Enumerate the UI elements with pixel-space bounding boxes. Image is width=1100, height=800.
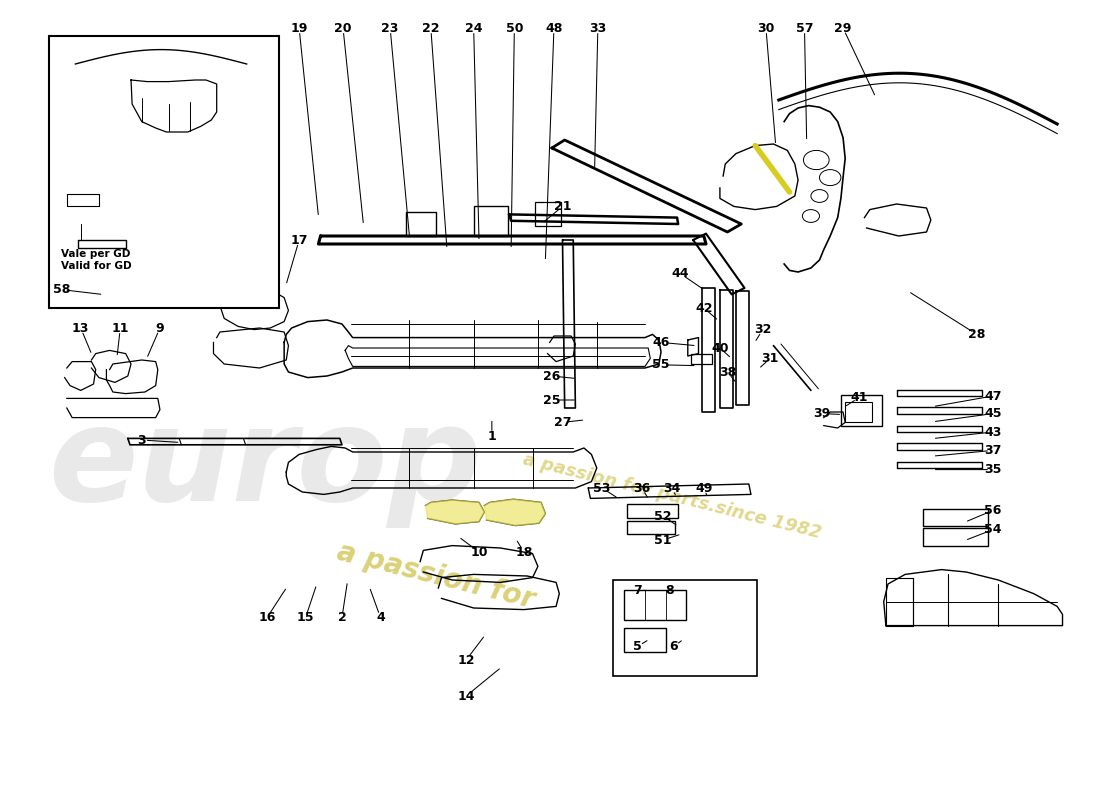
- Polygon shape: [484, 499, 546, 526]
- Bar: [48, 36, 278, 308]
- Text: 4: 4: [376, 611, 385, 624]
- Bar: [613, 580, 758, 676]
- Text: 53: 53: [593, 482, 611, 494]
- Text: 55: 55: [652, 358, 670, 371]
- Text: 27: 27: [553, 416, 571, 429]
- Bar: [535, 202, 561, 226]
- Text: 26: 26: [543, 370, 561, 382]
- Text: 11: 11: [111, 322, 129, 334]
- Polygon shape: [426, 500, 484, 524]
- Bar: [840, 395, 881, 426]
- Text: 1: 1: [487, 430, 496, 442]
- Text: 43: 43: [984, 426, 1002, 438]
- Text: 8: 8: [666, 584, 674, 597]
- Text: europ: europ: [48, 401, 482, 527]
- Text: a passion for parts.since 1982: a passion for parts.since 1982: [520, 450, 823, 542]
- Text: 50: 50: [506, 22, 524, 34]
- Text: 48: 48: [546, 22, 562, 34]
- Text: 15: 15: [297, 611, 315, 624]
- Text: 47: 47: [984, 390, 1002, 402]
- Text: 31: 31: [761, 352, 779, 365]
- Text: 33: 33: [590, 22, 606, 34]
- Bar: [474, 206, 508, 236]
- Text: 6: 6: [670, 640, 679, 653]
- Text: 36: 36: [634, 482, 650, 494]
- Text: 57: 57: [795, 22, 813, 34]
- Bar: [406, 212, 437, 236]
- Text: 23: 23: [382, 22, 399, 34]
- Text: 54: 54: [984, 523, 1002, 536]
- Text: 3: 3: [138, 434, 146, 446]
- Text: 12: 12: [458, 654, 475, 666]
- Text: 40: 40: [712, 342, 728, 354]
- Text: 16: 16: [258, 611, 276, 624]
- Text: Vale per GD: Vale per GD: [62, 249, 131, 258]
- Bar: [845, 402, 872, 422]
- Bar: [624, 590, 685, 620]
- Text: 44: 44: [671, 267, 689, 280]
- Text: 22: 22: [422, 22, 440, 34]
- Bar: [691, 354, 713, 364]
- Text: 25: 25: [543, 394, 561, 406]
- Text: 46: 46: [652, 336, 670, 349]
- Text: 42: 42: [695, 302, 713, 314]
- Text: 5: 5: [634, 640, 641, 653]
- Text: 37: 37: [984, 444, 1002, 457]
- Text: 9: 9: [155, 322, 164, 334]
- Text: 35: 35: [984, 463, 1002, 476]
- Text: 30: 30: [757, 22, 774, 34]
- Text: 19: 19: [290, 22, 308, 34]
- Text: 39: 39: [813, 407, 830, 420]
- Text: 41: 41: [850, 391, 868, 404]
- Text: 7: 7: [634, 584, 641, 597]
- Bar: [923, 528, 988, 546]
- Text: Valid for GD: Valid for GD: [62, 261, 132, 270]
- Text: 49: 49: [695, 482, 713, 494]
- Text: 21: 21: [553, 200, 571, 213]
- Bar: [627, 521, 675, 534]
- Text: 10: 10: [471, 546, 487, 558]
- Text: 14: 14: [458, 690, 475, 702]
- Text: 13: 13: [72, 322, 89, 334]
- Text: 20: 20: [334, 22, 352, 34]
- Text: 17: 17: [290, 234, 308, 246]
- Text: 24: 24: [465, 22, 483, 34]
- Text: 34: 34: [663, 482, 681, 494]
- Text: 38: 38: [718, 366, 736, 378]
- Text: a passion for: a passion for: [334, 538, 538, 614]
- Text: 32: 32: [754, 323, 771, 336]
- Text: 56: 56: [984, 504, 1002, 517]
- Text: 58: 58: [53, 283, 70, 296]
- Text: 2: 2: [338, 611, 346, 624]
- Text: 45: 45: [984, 407, 1002, 420]
- Text: 52: 52: [654, 510, 672, 522]
- Bar: [627, 504, 679, 518]
- Text: 29: 29: [835, 22, 851, 34]
- Text: 51: 51: [654, 534, 672, 546]
- Bar: [923, 509, 988, 526]
- Text: 28: 28: [968, 328, 986, 341]
- Text: 18: 18: [515, 546, 532, 558]
- Bar: [624, 628, 667, 652]
